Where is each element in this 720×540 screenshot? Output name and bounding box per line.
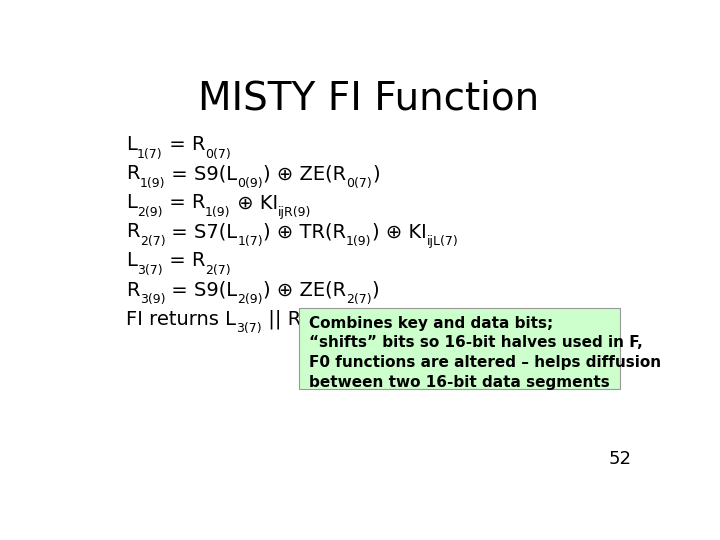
Text: MISTY FI Function: MISTY FI Function <box>199 79 539 117</box>
Text: ) ⊕ ZE(R: ) ⊕ ZE(R <box>263 164 346 183</box>
Text: Combines key and data bits;
“shifts” bits so 16-bit halves used in F,
F0 functio: Combines key and data bits; “shifts” bit… <box>310 315 662 390</box>
Text: 1(9): 1(9) <box>205 206 230 219</box>
Text: L: L <box>126 135 137 154</box>
Text: ijL(7): ijL(7) <box>426 235 458 248</box>
Text: ): ) <box>372 164 379 183</box>
Text: R: R <box>126 222 140 241</box>
Text: 1(9): 1(9) <box>140 177 166 190</box>
Text: 2(7): 2(7) <box>346 293 372 306</box>
Text: || R: || R <box>262 309 301 329</box>
FancyBboxPatch shape <box>300 308 620 389</box>
Text: ijR(9): ijR(9) <box>278 206 311 219</box>
Text: ): ) <box>372 281 379 300</box>
Text: R: R <box>126 164 140 183</box>
Text: 3(7): 3(7) <box>236 322 262 335</box>
Text: 0(7): 0(7) <box>346 177 372 190</box>
Text: R: R <box>126 281 140 300</box>
Text: 1(9): 1(9) <box>346 235 372 248</box>
Text: 2(7): 2(7) <box>205 264 231 277</box>
Text: ⊕ KI: ⊕ KI <box>230 193 278 212</box>
Text: = R: = R <box>163 193 205 212</box>
Text: FI returns L: FI returns L <box>126 309 236 329</box>
Text: 0(7): 0(7) <box>205 147 231 160</box>
Text: 2(7): 2(7) <box>140 235 166 248</box>
Text: 52: 52 <box>608 450 631 468</box>
Text: = S9(L: = S9(L <box>166 281 238 300</box>
Text: = R: = R <box>163 135 205 154</box>
Text: ) ⊕ TR(R: ) ⊕ TR(R <box>263 222 346 241</box>
Text: = S9(L: = S9(L <box>166 164 238 183</box>
Text: 1(7): 1(7) <box>238 235 263 248</box>
Text: 3(7): 3(7) <box>137 264 163 277</box>
Text: 3(9): 3(9) <box>140 293 166 306</box>
Text: 1(7): 1(7) <box>137 147 163 160</box>
Text: 0(9): 0(9) <box>238 177 263 190</box>
Text: 3(9): 3(9) <box>301 322 327 335</box>
Text: 2(9): 2(9) <box>137 206 163 219</box>
Text: = R: = R <box>163 252 205 271</box>
Text: ) ⊕ KI: ) ⊕ KI <box>372 222 426 241</box>
Text: 2(9): 2(9) <box>238 293 263 306</box>
Text: = S7(L: = S7(L <box>166 222 238 241</box>
Text: L: L <box>126 193 137 212</box>
Text: L: L <box>126 252 137 271</box>
Text: ) ⊕ ZE(R: ) ⊕ ZE(R <box>263 281 346 300</box>
